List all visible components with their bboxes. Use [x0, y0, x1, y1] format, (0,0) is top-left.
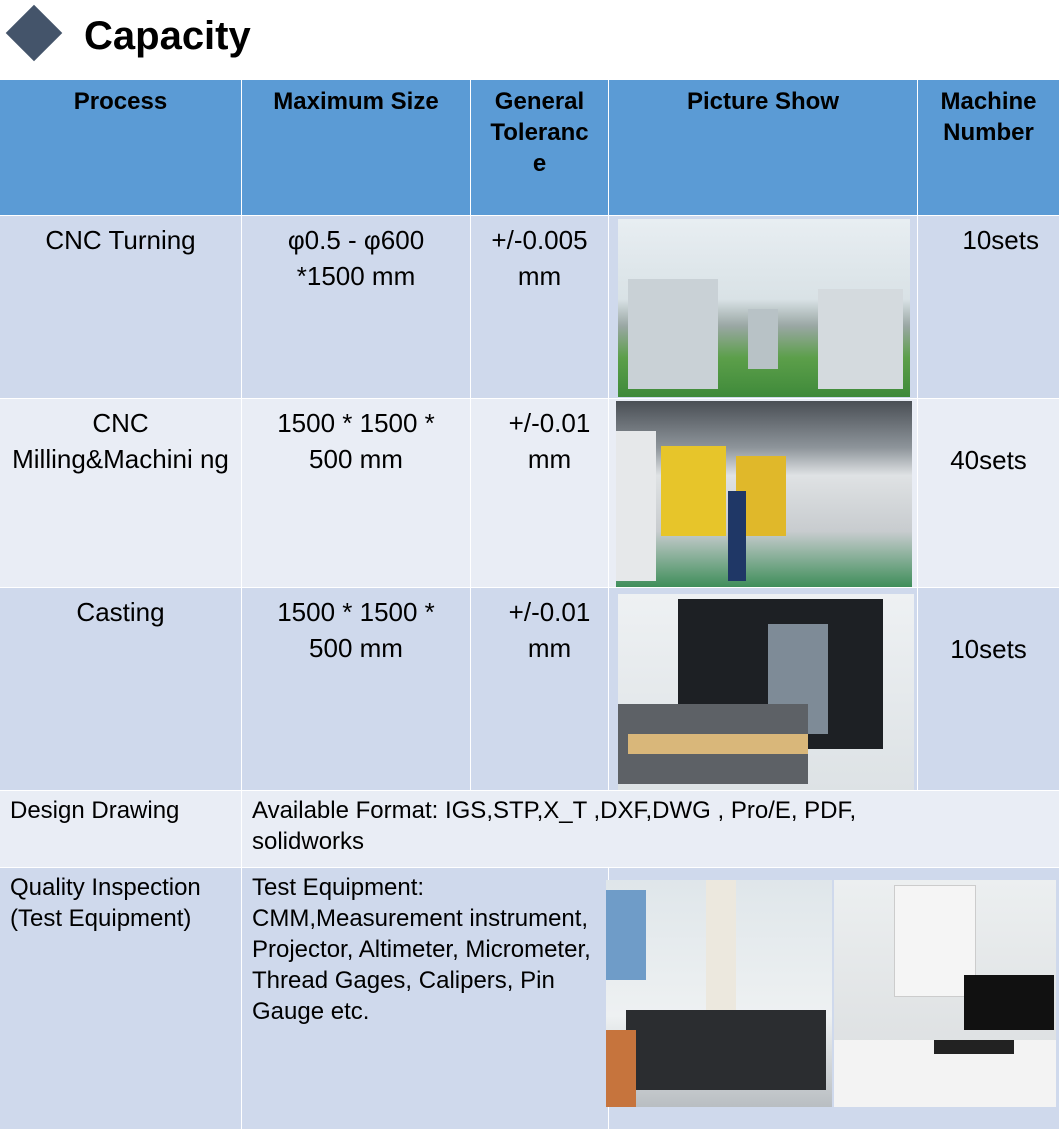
page-header: Capacity	[0, 0, 1060, 80]
test-equipment-list: Test Equipment: CMM,Measurement instrume…	[242, 868, 609, 1130]
header-tolerance: General Toleranc e	[471, 80, 609, 216]
cell-size: 1500 * 1500 * 500 mm	[242, 588, 471, 791]
diamond-icon	[5, 4, 63, 62]
cell-tolerance: +/-0.01 mm	[471, 588, 609, 791]
cell-size: φ0.5 - φ600 *1500 mm	[242, 216, 471, 399]
design-drawing-formats: Available Format: IGS,STP,X_T ,DXF,DWG ,…	[242, 791, 1060, 868]
header-machines: Machine Number	[918, 80, 1060, 216]
page-title: Capacity	[84, 14, 251, 58]
casting-photo	[618, 594, 914, 790]
cmm-photo	[606, 880, 832, 1107]
cell-machines: 10sets	[918, 216, 1060, 399]
quality-inspection-label: Quality Inspection (Test Equipment)	[0, 868, 242, 1130]
cell-machines: 10sets	[918, 588, 1060, 791]
cell-process: CNC Turning	[0, 216, 242, 399]
cell-process: Casting	[0, 588, 242, 791]
cell-process: CNC Milling&Machini ng	[0, 399, 242, 588]
cell-machines: 40sets	[918, 399, 1060, 588]
projector-photo	[834, 880, 1056, 1107]
cell-tolerance: +/-0.01 mm	[471, 399, 609, 588]
cell-size: 1500 * 1500 * 500 mm	[242, 399, 471, 588]
header-process: Process	[0, 80, 242, 216]
cell-tolerance: +/-0.005 mm	[471, 216, 609, 399]
header-picture: Picture Show	[609, 80, 918, 216]
header-size: Maximum Size	[242, 80, 471, 216]
cnc-milling-photo	[616, 401, 912, 587]
cnc-turning-photo	[618, 219, 910, 397]
design-drawing-label: Design Drawing	[0, 791, 242, 868]
